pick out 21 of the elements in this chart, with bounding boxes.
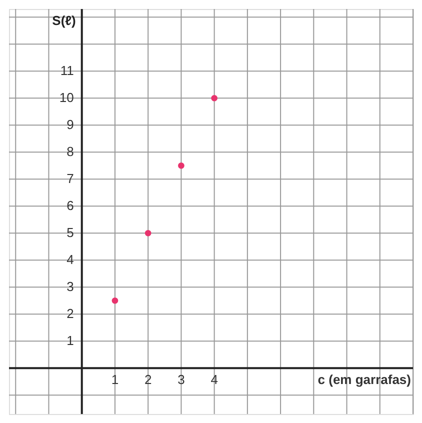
x-tick-label: 1 (111, 372, 119, 388)
x-tick-label: 3 (178, 372, 185, 388)
point (112, 297, 118, 304)
y-tick-label: 8 (66, 144, 74, 160)
point (178, 162, 184, 169)
point (144, 230, 152, 236)
x-tick-label: 4 (210, 372, 218, 388)
y-tick-label: 9 (66, 117, 74, 132)
y-axis-title: S(ℓ) (52, 13, 76, 28)
y-tick-label: 4 (66, 252, 74, 268)
y-tick-label: 2 (66, 306, 74, 322)
y-tick-label: 10 (59, 90, 74, 106)
y-tick-label: 3 (66, 279, 74, 294)
y-tick-label: 11 (60, 63, 74, 78)
x-axis-title: c (em garrafas) (318, 372, 411, 388)
y-tick-label: 1 (66, 333, 74, 348)
y-tick-label: 5 (66, 225, 74, 240)
y-tick-label: 6 (66, 198, 74, 214)
x-tick-label: 2 (144, 372, 152, 388)
point (211, 94, 218, 102)
y-tick-label: 7 (66, 171, 74, 186)
